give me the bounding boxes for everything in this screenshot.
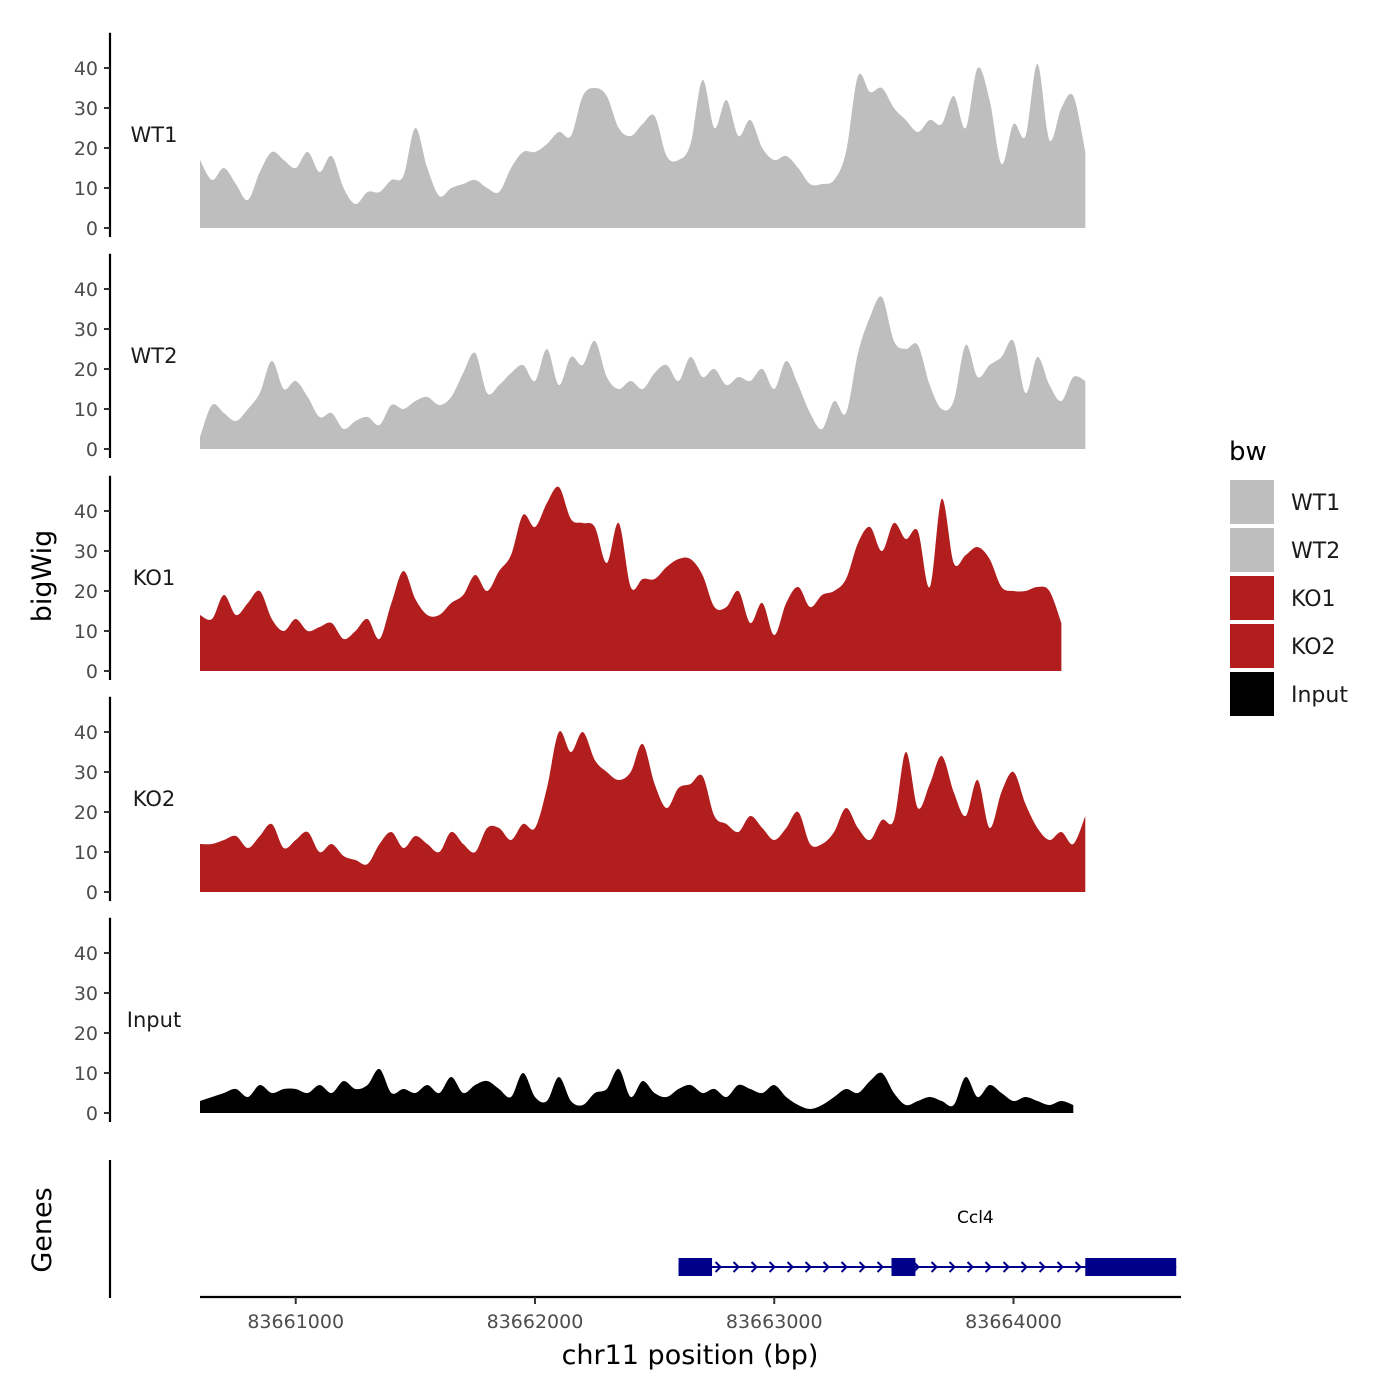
- legend-key-wt2: [1230, 528, 1274, 572]
- signal-area-input: [200, 1068, 1074, 1113]
- y-tick-label: 40: [74, 501, 98, 523]
- signal-area-ko2: [200, 731, 1086, 892]
- legend-label-wt1: WT1: [1291, 491, 1340, 516]
- y-tick-label: 20: [74, 581, 98, 603]
- y-tick-label: 30: [74, 983, 98, 1005]
- track-label-wt1: WT1: [131, 123, 178, 147]
- strand-arrow: [786, 1261, 794, 1273]
- y-tick-label: 30: [74, 762, 98, 784]
- strand-arrow: [1002, 1261, 1010, 1273]
- y-tick-label: 0: [86, 439, 98, 461]
- y-tick-label: 10: [74, 399, 98, 421]
- strand-arrow: [714, 1261, 722, 1273]
- y-tick-label: 40: [74, 722, 98, 744]
- legend-key-ko1: [1230, 576, 1274, 620]
- strand-arrow: [840, 1261, 848, 1273]
- y-axis-title: bigWig: [27, 530, 58, 623]
- track-input: 0 10 20 30 40 Input: [74, 917, 1074, 1125]
- gene-name-label: Ccl4: [957, 1208, 994, 1228]
- gene-ccl4: Ccl4: [678, 1208, 1177, 1276]
- legend-title: bw: [1229, 437, 1267, 467]
- y-tick-label: 0: [86, 1103, 98, 1125]
- y-tick-label: 0: [86, 661, 98, 683]
- y-tick-label: 20: [74, 138, 98, 160]
- legend-key-input: [1230, 672, 1274, 716]
- signal-tracks: 0 10 20 30 40 WT1 0 10 20 30 40 WT2 0 10 20 30 40 KO1 0 10 2…: [74, 32, 1086, 1125]
- signal-area-wt2: [200, 296, 1086, 449]
- strand-arrow: [948, 1261, 956, 1273]
- y-tick-label: 40: [74, 943, 98, 965]
- strand-arrow: [822, 1261, 830, 1273]
- signal-area-wt1: [200, 63, 1086, 228]
- x-tick-label: 83663000: [726, 1311, 823, 1333]
- y-tick-label: 10: [74, 1063, 98, 1085]
- gene-track-title: Genes: [27, 1187, 58, 1272]
- track-ko2: 0 10 20 30 40 KO2: [74, 696, 1086, 904]
- legend: bw WT1 WT2 KO1 KO2 Input: [1229, 437, 1348, 716]
- strand-arrow: [804, 1261, 812, 1273]
- legend-key-wt1: [1230, 480, 1274, 524]
- legend-label-ko2: KO2: [1291, 635, 1336, 660]
- gene-track: Ccl4: [108, 1160, 1177, 1298]
- strand-arrow: [1020, 1261, 1028, 1273]
- y-tick-label: 20: [74, 359, 98, 381]
- y-tick-label: 20: [74, 802, 98, 824]
- y-tick-label: 0: [86, 218, 98, 240]
- strand-arrow: [732, 1261, 740, 1273]
- y-tick-label: 30: [74, 541, 98, 563]
- track-label-ko1: KO1: [133, 566, 176, 590]
- gene-exon: [891, 1258, 916, 1276]
- strand-arrow: [1074, 1261, 1082, 1273]
- strand-arrow: [1038, 1261, 1046, 1273]
- track-label-wt2: WT2: [131, 344, 178, 368]
- strand-arrow: [858, 1261, 866, 1273]
- strand-arrow: [984, 1261, 992, 1273]
- y-tick-label: 10: [74, 842, 98, 864]
- y-tick-label: 40: [74, 58, 98, 80]
- strand-arrow: [1056, 1261, 1064, 1273]
- track-label-ko2: KO2: [133, 787, 176, 811]
- y-tick-label: 30: [74, 319, 98, 341]
- y-tick-label: 40: [74, 279, 98, 301]
- gene-exon: [1085, 1258, 1177, 1276]
- strand-arrow: [750, 1261, 758, 1273]
- legend-key-ko2: [1230, 624, 1274, 668]
- strand-arrow: [768, 1261, 776, 1273]
- track-label-input: Input: [127, 1008, 181, 1032]
- x-tick-label: 83662000: [487, 1311, 584, 1333]
- x-axis: 83661000 83662000 83663000 83664000: [200, 1295, 1181, 1333]
- y-tick-label: 10: [74, 621, 98, 643]
- x-axis-title: chr11 position (bp): [562, 1340, 819, 1371]
- x-tick-label: 83664000: [965, 1311, 1062, 1333]
- legend-label-wt2: WT2: [1291, 539, 1340, 564]
- legend-label-ko1: KO1: [1291, 587, 1336, 612]
- y-tick-label: 20: [74, 1023, 98, 1045]
- strand-arrow: [876, 1261, 884, 1273]
- strand-arrow: [930, 1261, 938, 1273]
- y-tick-label: 0: [86, 882, 98, 904]
- track-wt1: 0 10 20 30 40 WT1: [74, 32, 1086, 240]
- legend-label-input: Input: [1291, 683, 1348, 708]
- gene-exon: [678, 1258, 713, 1276]
- track-ko1: 0 10 20 30 40 KO1: [74, 475, 1062, 683]
- x-tick-label: 83661000: [247, 1311, 344, 1333]
- y-tick-label: 30: [74, 98, 98, 120]
- track-wt2: 0 10 20 30 40 WT2: [74, 253, 1086, 461]
- signal-area-ko1: [200, 486, 1062, 671]
- y-tick-label: 10: [74, 178, 98, 200]
- strand-arrow: [966, 1261, 974, 1273]
